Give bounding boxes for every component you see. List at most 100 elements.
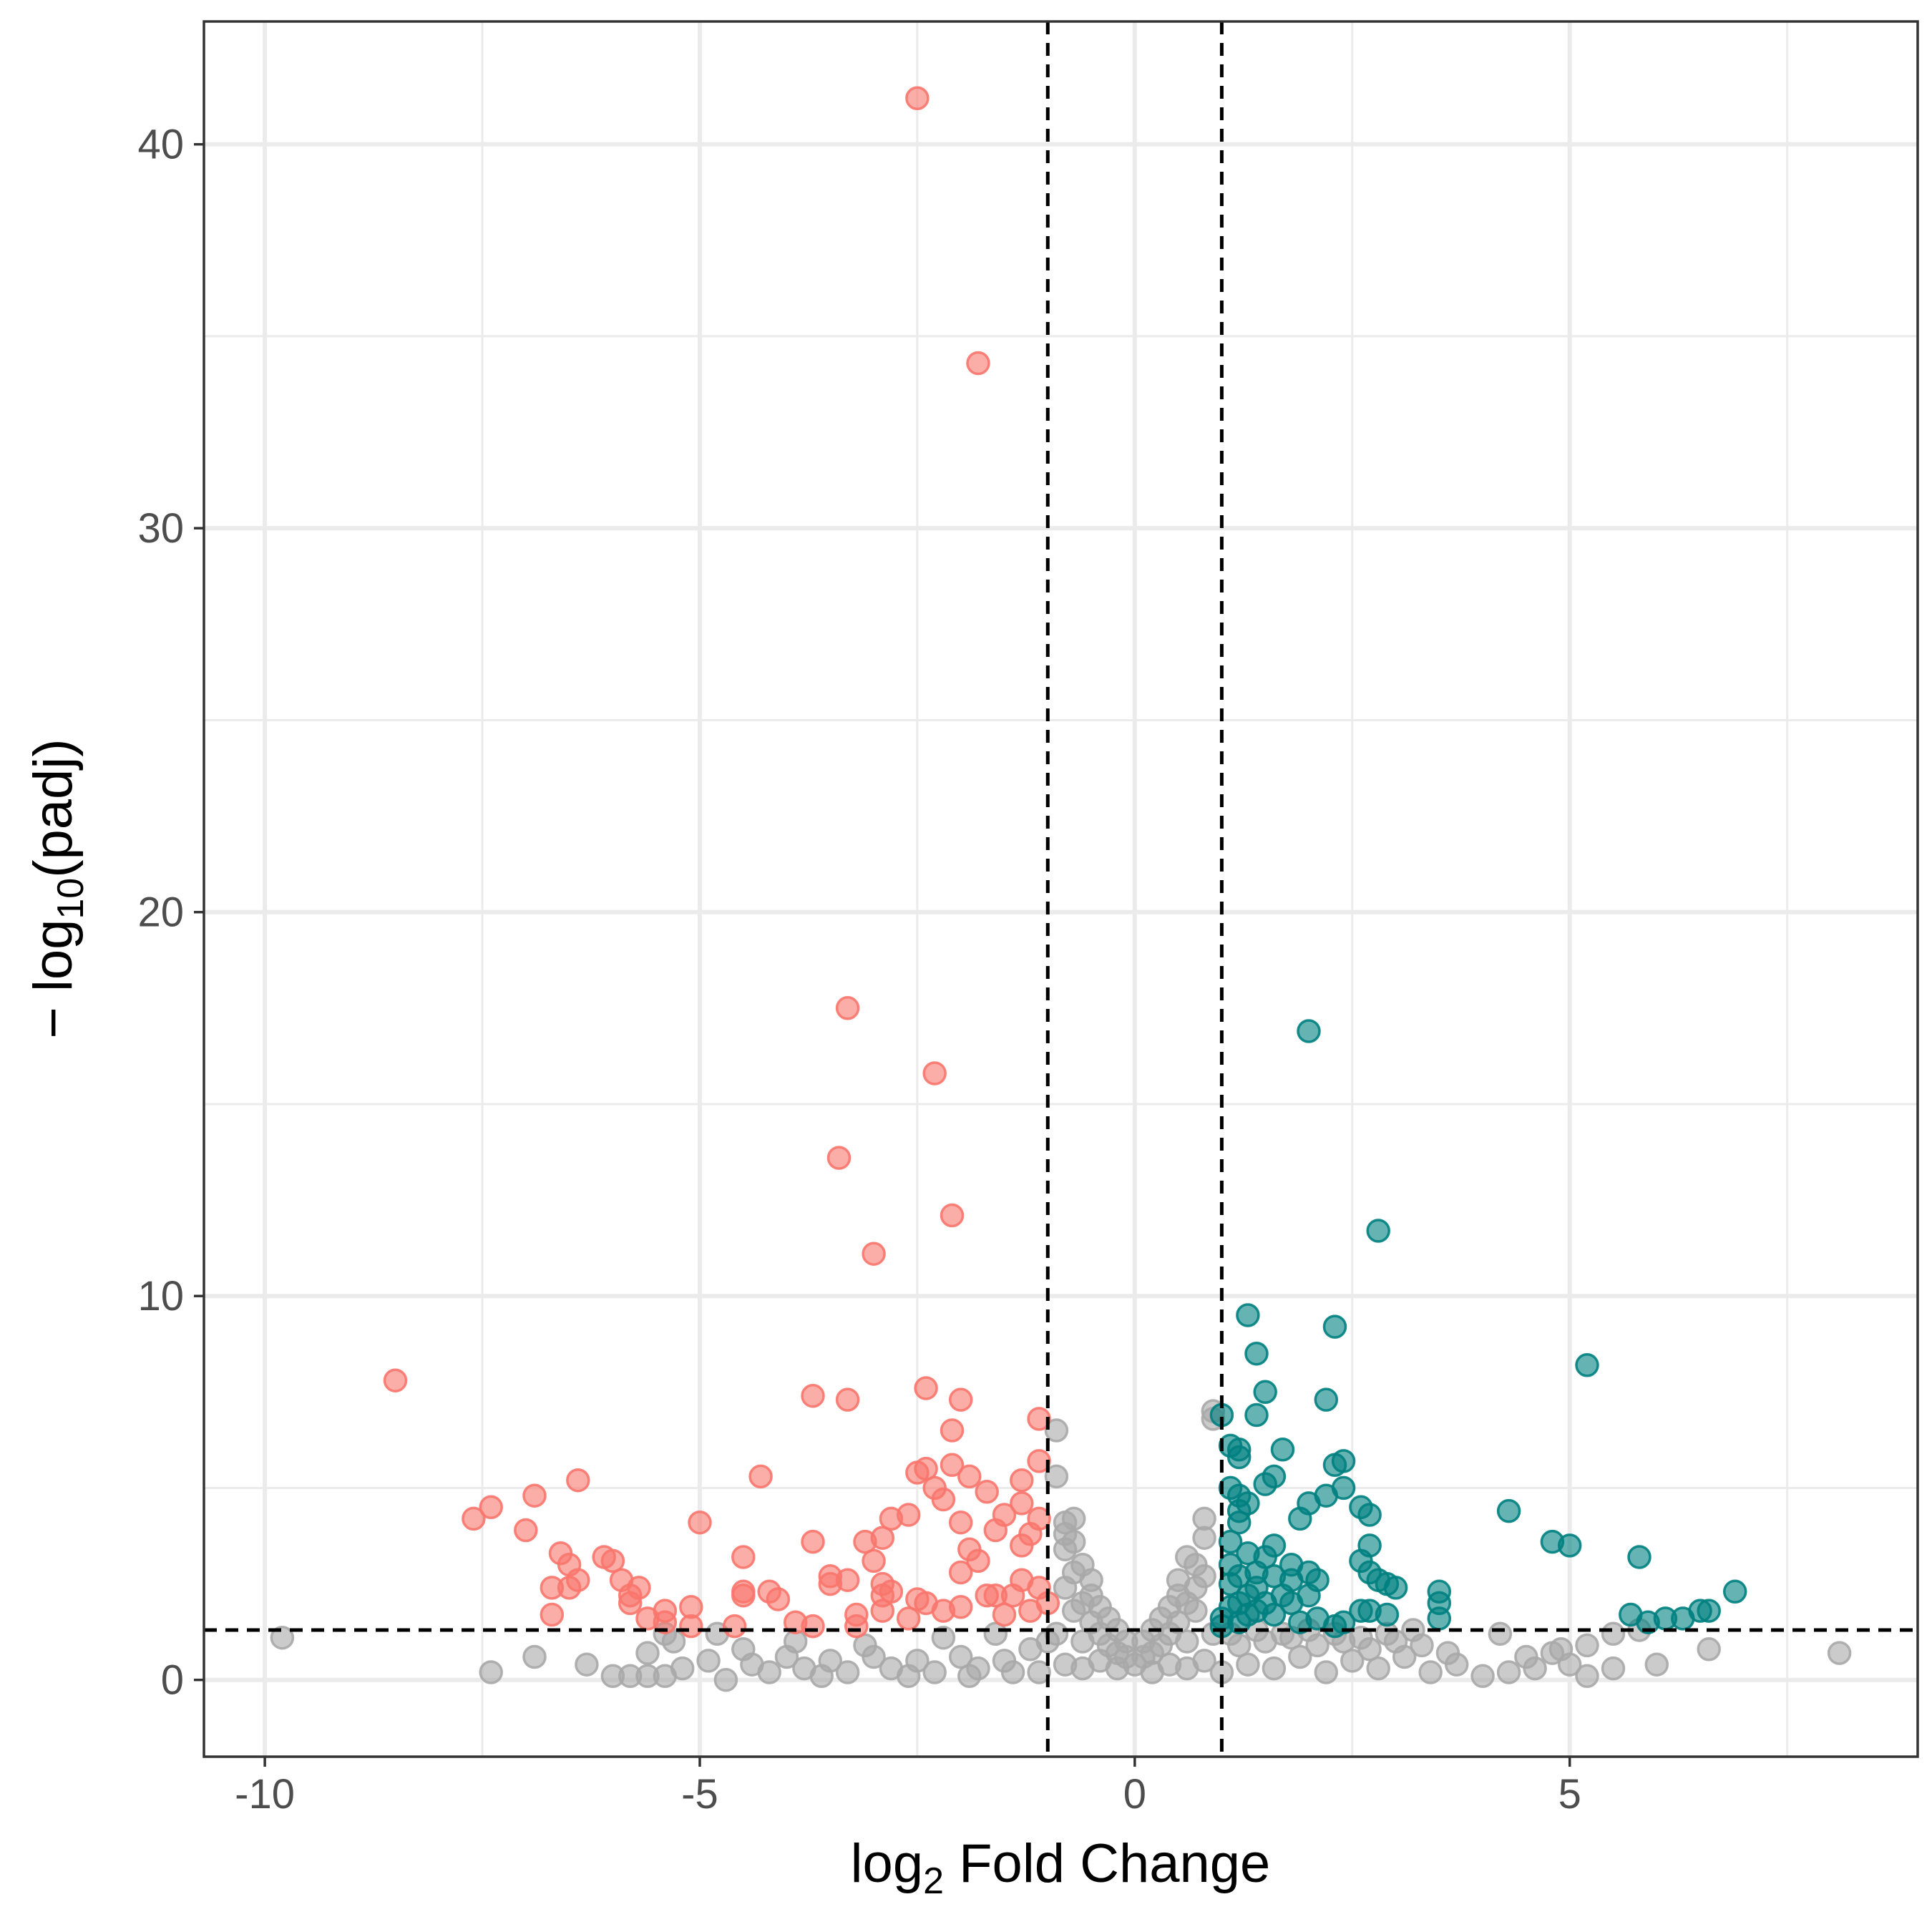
x-axis-ticks: -10 -5 0 5 — [235, 1757, 1581, 1818]
point-ns — [479, 1660, 503, 1684]
point-up — [1575, 1353, 1599, 1377]
point-ns — [1575, 1633, 1599, 1658]
point-ns — [1192, 1649, 1216, 1673]
point-down — [835, 1387, 860, 1412]
point-ns — [957, 1664, 982, 1689]
point-down — [801, 1383, 825, 1408]
point-down — [618, 1591, 643, 1616]
point-down — [766, 1587, 791, 1611]
y-tick-label: 0 — [161, 1657, 184, 1704]
point-ns — [1184, 1599, 1208, 1623]
point-up — [1226, 1510, 1252, 1535]
point-ns — [1192, 1506, 1216, 1531]
point-up — [1357, 1503, 1382, 1527]
point-down — [905, 86, 930, 111]
point-down — [557, 1576, 582, 1600]
point-down — [722, 1614, 747, 1639]
point-down — [1010, 1468, 1034, 1493]
point-down — [966, 1548, 990, 1574]
point-ns — [575, 1652, 599, 1677]
point-ns — [1827, 1641, 1852, 1665]
point-up — [1279, 1591, 1304, 1616]
point-up — [1427, 1606, 1452, 1631]
point-up — [1322, 1453, 1347, 1478]
point-down — [731, 1545, 756, 1569]
point-down — [879, 1506, 904, 1531]
point-ns — [1575, 1664, 1599, 1689]
point-down — [983, 1583, 1008, 1608]
point-ns — [670, 1656, 695, 1681]
y-axis-ticks: 0 10 20 30 40 — [137, 122, 204, 1704]
series-down — [383, 86, 1060, 1639]
point-up — [1218, 1529, 1243, 1554]
point-ns — [1488, 1621, 1513, 1646]
point-ns — [931, 1625, 956, 1650]
point-down — [931, 1599, 956, 1623]
point-up — [1496, 1498, 1521, 1523]
point-down — [801, 1529, 825, 1554]
point-down — [688, 1510, 712, 1535]
point-up — [1383, 1576, 1408, 1600]
point-down — [931, 1487, 956, 1512]
point-down — [540, 1602, 565, 1627]
point-up — [1288, 1506, 1312, 1531]
y-axis-title-subscript: 10 — [50, 878, 92, 919]
point-ns — [1496, 1660, 1521, 1684]
x-tick-label: -10 — [235, 1771, 295, 1818]
point-down — [1027, 1407, 1051, 1431]
grid-lines — [204, 21, 1918, 1757]
point-ns — [1262, 1656, 1287, 1681]
point-up — [1627, 1545, 1652, 1569]
point-down — [870, 1526, 895, 1550]
point-ns — [1340, 1649, 1365, 1673]
point-down — [905, 1460, 930, 1485]
point-down — [835, 996, 860, 1020]
point-ns — [896, 1664, 921, 1689]
point-down — [826, 1146, 852, 1170]
point-ns — [635, 1641, 660, 1665]
point-down — [566, 1468, 590, 1493]
point-ns — [713, 1667, 738, 1692]
point-down — [818, 1571, 843, 1596]
point-down — [896, 1606, 921, 1631]
point-ns — [1418, 1660, 1443, 1684]
point-ns — [1053, 1537, 1078, 1562]
point-down — [600, 1548, 625, 1574]
x-axis-title-rest: Fold Change — [944, 1833, 1270, 1894]
point-down — [992, 1602, 1017, 1627]
point-ns — [1349, 1625, 1373, 1650]
y-tick-label: 20 — [137, 889, 184, 936]
point-ns — [1644, 1652, 1669, 1677]
point-down — [948, 1560, 973, 1585]
point-ns — [1435, 1641, 1460, 1665]
point-ns — [948, 1644, 973, 1669]
point-down — [844, 1614, 869, 1639]
point-up — [1357, 1599, 1382, 1623]
x-axis-title-base: log — [851, 1833, 923, 1894]
point-ns — [1070, 1629, 1095, 1654]
y-axis-title: − log10(padj) — [23, 738, 92, 1038]
x-tick-label: 5 — [1558, 1771, 1581, 1818]
point-down — [966, 351, 990, 376]
point-down — [383, 1368, 408, 1392]
point-down — [870, 1599, 895, 1623]
point-down — [1027, 1449, 1051, 1473]
point-up — [1722, 1579, 1747, 1604]
point-ns — [853, 1633, 877, 1658]
point-ns — [270, 1625, 295, 1650]
point-down — [922, 1061, 947, 1085]
point-ns — [1470, 1664, 1495, 1689]
y-tick-label: 10 — [137, 1273, 184, 1319]
point-down — [957, 1464, 982, 1489]
x-tick-label: 0 — [1123, 1771, 1146, 1818]
point-up — [1314, 1387, 1339, 1412]
point-ns — [1053, 1576, 1078, 1600]
point-down — [514, 1518, 538, 1543]
x-tick-label: -5 — [681, 1771, 718, 1818]
point-ns — [992, 1649, 1017, 1673]
point-down — [983, 1518, 1008, 1543]
point-ns — [809, 1664, 834, 1689]
point-down — [914, 1376, 938, 1400]
point-down — [653, 1610, 678, 1634]
point-up — [1322, 1614, 1347, 1639]
